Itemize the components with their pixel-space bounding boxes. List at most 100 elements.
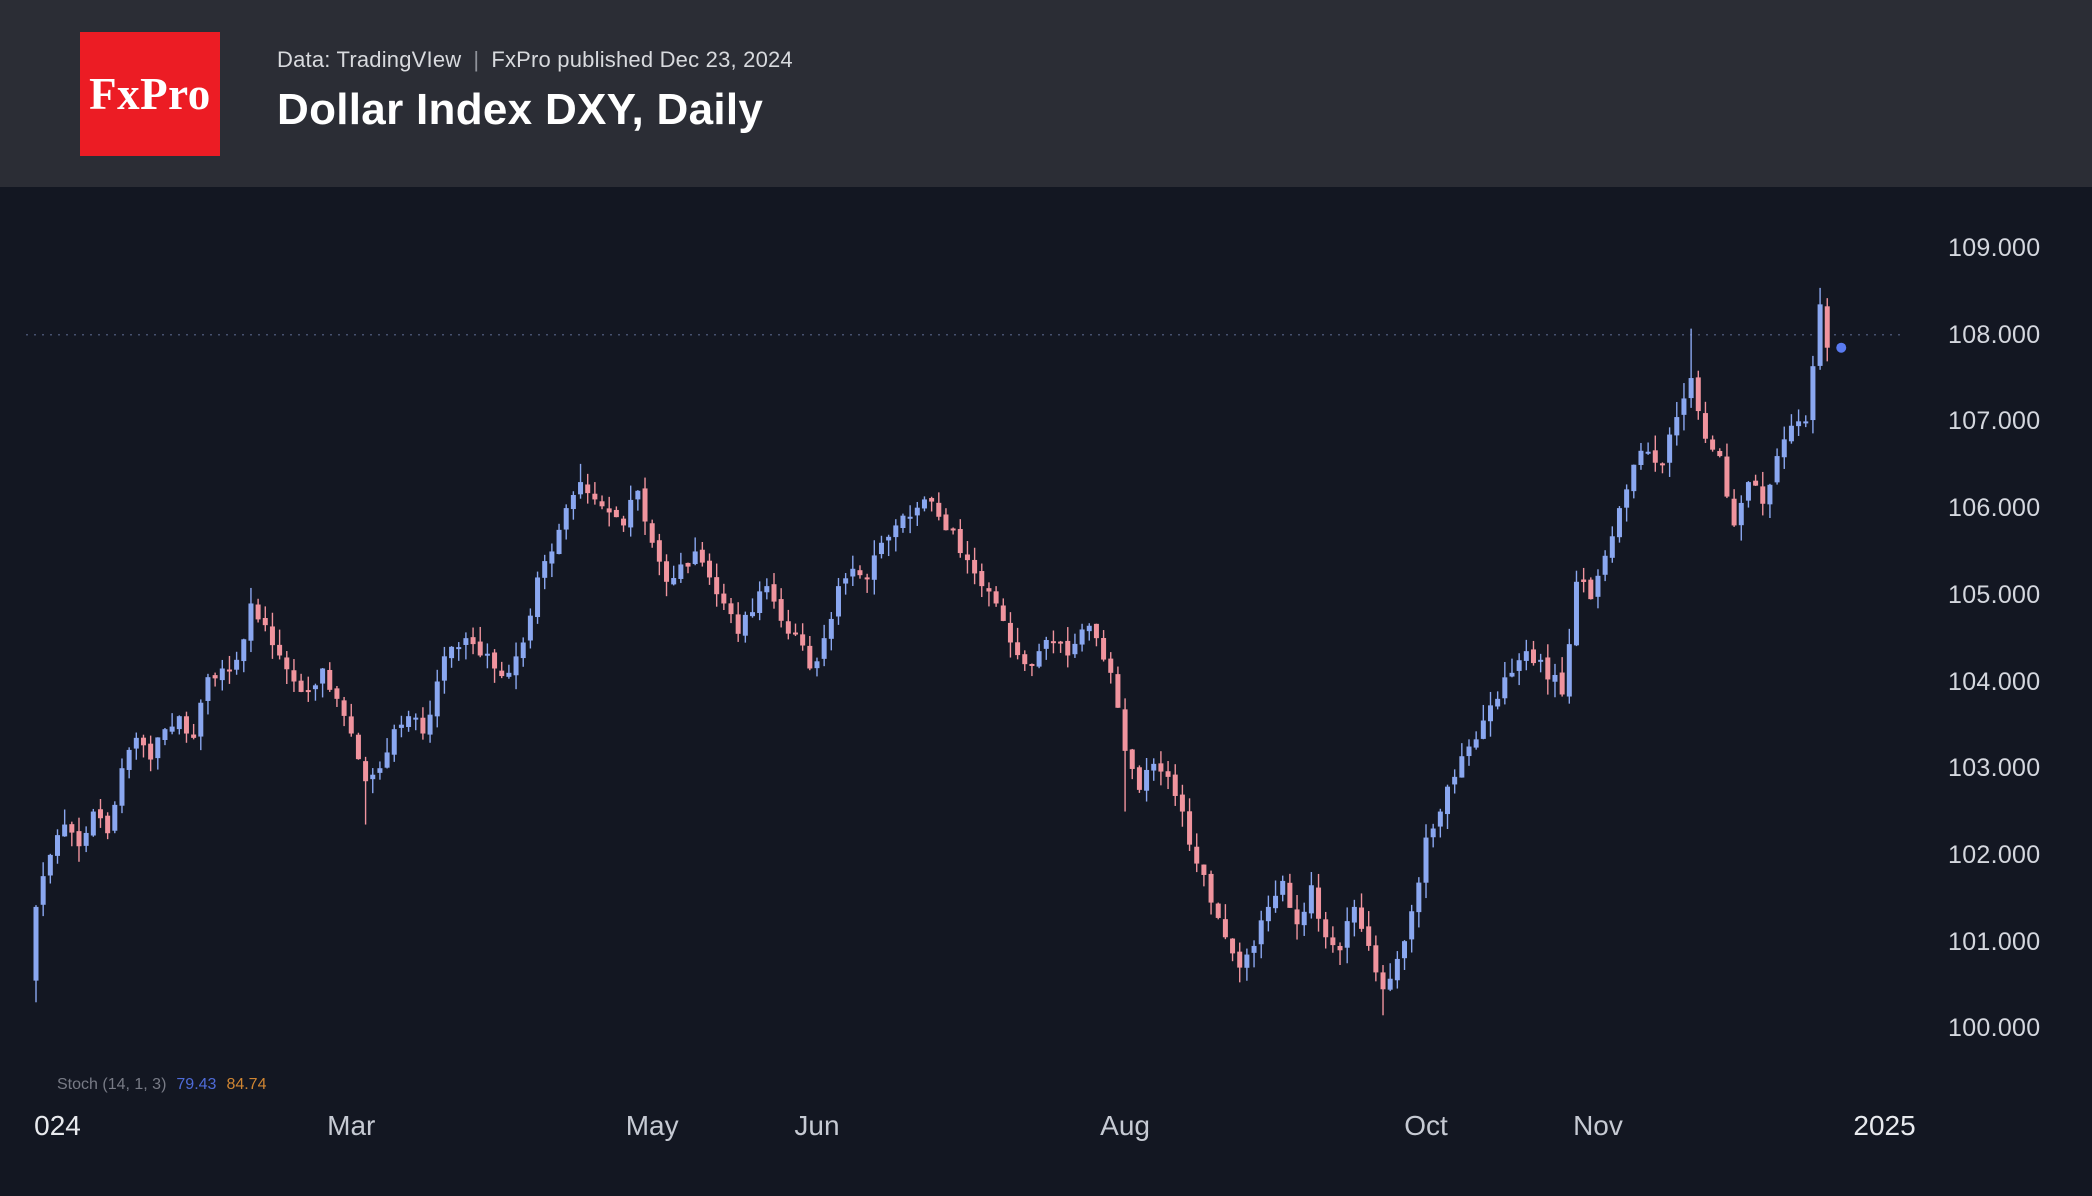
candle-body-up (1144, 769, 1150, 791)
candle-body-down (277, 644, 283, 656)
candle-body-up (1402, 941, 1408, 959)
candle-body-up (570, 495, 576, 510)
candle-body-up (40, 876, 46, 905)
candle-body-up (1645, 451, 1651, 454)
candle-body-down (714, 577, 720, 595)
candle-body-down (363, 761, 369, 782)
candle-body-up (1781, 439, 1787, 458)
candle-body-down (721, 593, 727, 604)
candle-body-up (463, 638, 469, 645)
candle-body-down (76, 831, 82, 847)
candle-body-down (986, 588, 992, 592)
candle-body-down (477, 641, 483, 656)
candle-body-down (1222, 919, 1228, 938)
candle-body-down (140, 737, 146, 746)
candle-body-up (828, 618, 834, 639)
candle-body-up (449, 646, 455, 659)
candle-body-up (814, 661, 820, 669)
candle-body-up (1244, 954, 1250, 968)
candle-body-down (936, 502, 942, 517)
candle-body-down (341, 700, 347, 716)
candle-body-down (1065, 640, 1071, 656)
candle-body-down (1588, 579, 1594, 600)
candle-body-down (226, 669, 232, 672)
candle-body-up (434, 681, 440, 717)
candle-body-down (499, 670, 505, 677)
candle-body-down (1187, 811, 1193, 845)
candle-body-up (1516, 660, 1522, 671)
candle-body-up (1301, 911, 1307, 926)
candle-body-up (112, 804, 118, 831)
candle-body-down (255, 604, 261, 620)
candle-body-up (886, 536, 892, 541)
candle-body-down (298, 680, 304, 692)
candle-body-up (1638, 450, 1644, 466)
candle-body-down (1659, 463, 1665, 466)
candle-body-down (1731, 498, 1737, 526)
time-tick-label: Nov (1573, 1110, 1623, 1141)
candle-body-up (1631, 464, 1637, 492)
candle-body-down (492, 652, 498, 669)
candle-body-up (1036, 651, 1042, 667)
candle-body-up (1416, 882, 1422, 913)
candle-body-down (800, 634, 806, 646)
candle-body-up (1445, 786, 1451, 815)
price-tick-label: 105.000 (1948, 580, 2041, 609)
candle-body-up (1803, 421, 1809, 424)
candle-body-up (1473, 739, 1479, 748)
candle-body-up (62, 824, 68, 837)
candle-body-down (420, 717, 426, 734)
candle-body-down (807, 645, 813, 669)
candle-body-up (1509, 672, 1515, 677)
candle-body-up (871, 555, 877, 580)
candle-body-down (1710, 439, 1716, 450)
candle-body-down (621, 518, 627, 526)
candle-body-up (320, 668, 326, 684)
price-tick-label: 104.000 (1948, 667, 2041, 696)
candle-body-up (1624, 489, 1630, 508)
candle-body-up (1616, 508, 1622, 538)
candle-body-up (1409, 911, 1415, 940)
candle-body-down (649, 523, 655, 543)
candle-body-down (857, 570, 863, 576)
candle-body-up (1072, 643, 1078, 655)
price-tick-label: 100.000 (1948, 1014, 2041, 1043)
candle-body-down (97, 809, 103, 819)
candle-body-down (348, 716, 354, 734)
candle-body-up (1817, 304, 1823, 366)
candle-body-down (728, 603, 734, 615)
candle-body-down (1323, 919, 1329, 938)
candle-body-up (757, 591, 763, 613)
candle-body-up (126, 749, 132, 770)
candle-body-down (305, 690, 311, 693)
price-tick-label: 103.000 (1948, 754, 2041, 783)
candle-body-down (1158, 763, 1164, 772)
candle-body-down (979, 571, 985, 587)
candle-body-down (735, 614, 741, 634)
candle-body-up (1437, 811, 1443, 827)
data-source-label: Data: TradingVIew (277, 47, 462, 72)
candle-body-down (785, 621, 791, 634)
candle-body-down (334, 688, 340, 699)
candle-body-up (1602, 555, 1608, 575)
candle-body-up (921, 499, 927, 509)
candle-body-up (635, 490, 641, 500)
candle-body-down (1101, 637, 1107, 660)
candle-body-up (312, 685, 318, 690)
candle-body-down (1029, 664, 1035, 667)
candlestick-chart[interactable] (0, 187, 2092, 1196)
candle-body-up (835, 586, 841, 617)
candle-body-down (699, 549, 705, 563)
candle-body-up (520, 642, 526, 659)
candle-body-up (542, 561, 548, 578)
candle-body-up (843, 578, 849, 584)
candle-body-up (1609, 536, 1615, 558)
candle-body-down (1373, 945, 1379, 973)
candle-body-up (162, 729, 168, 741)
candle-body-up (1344, 921, 1350, 948)
time-tick-label: Oct (1404, 1110, 1448, 1141)
candle-body-down (1208, 873, 1214, 903)
candle-body-down (1000, 605, 1006, 621)
candle-body-up (1258, 920, 1264, 945)
candle-body-up (1810, 366, 1816, 421)
